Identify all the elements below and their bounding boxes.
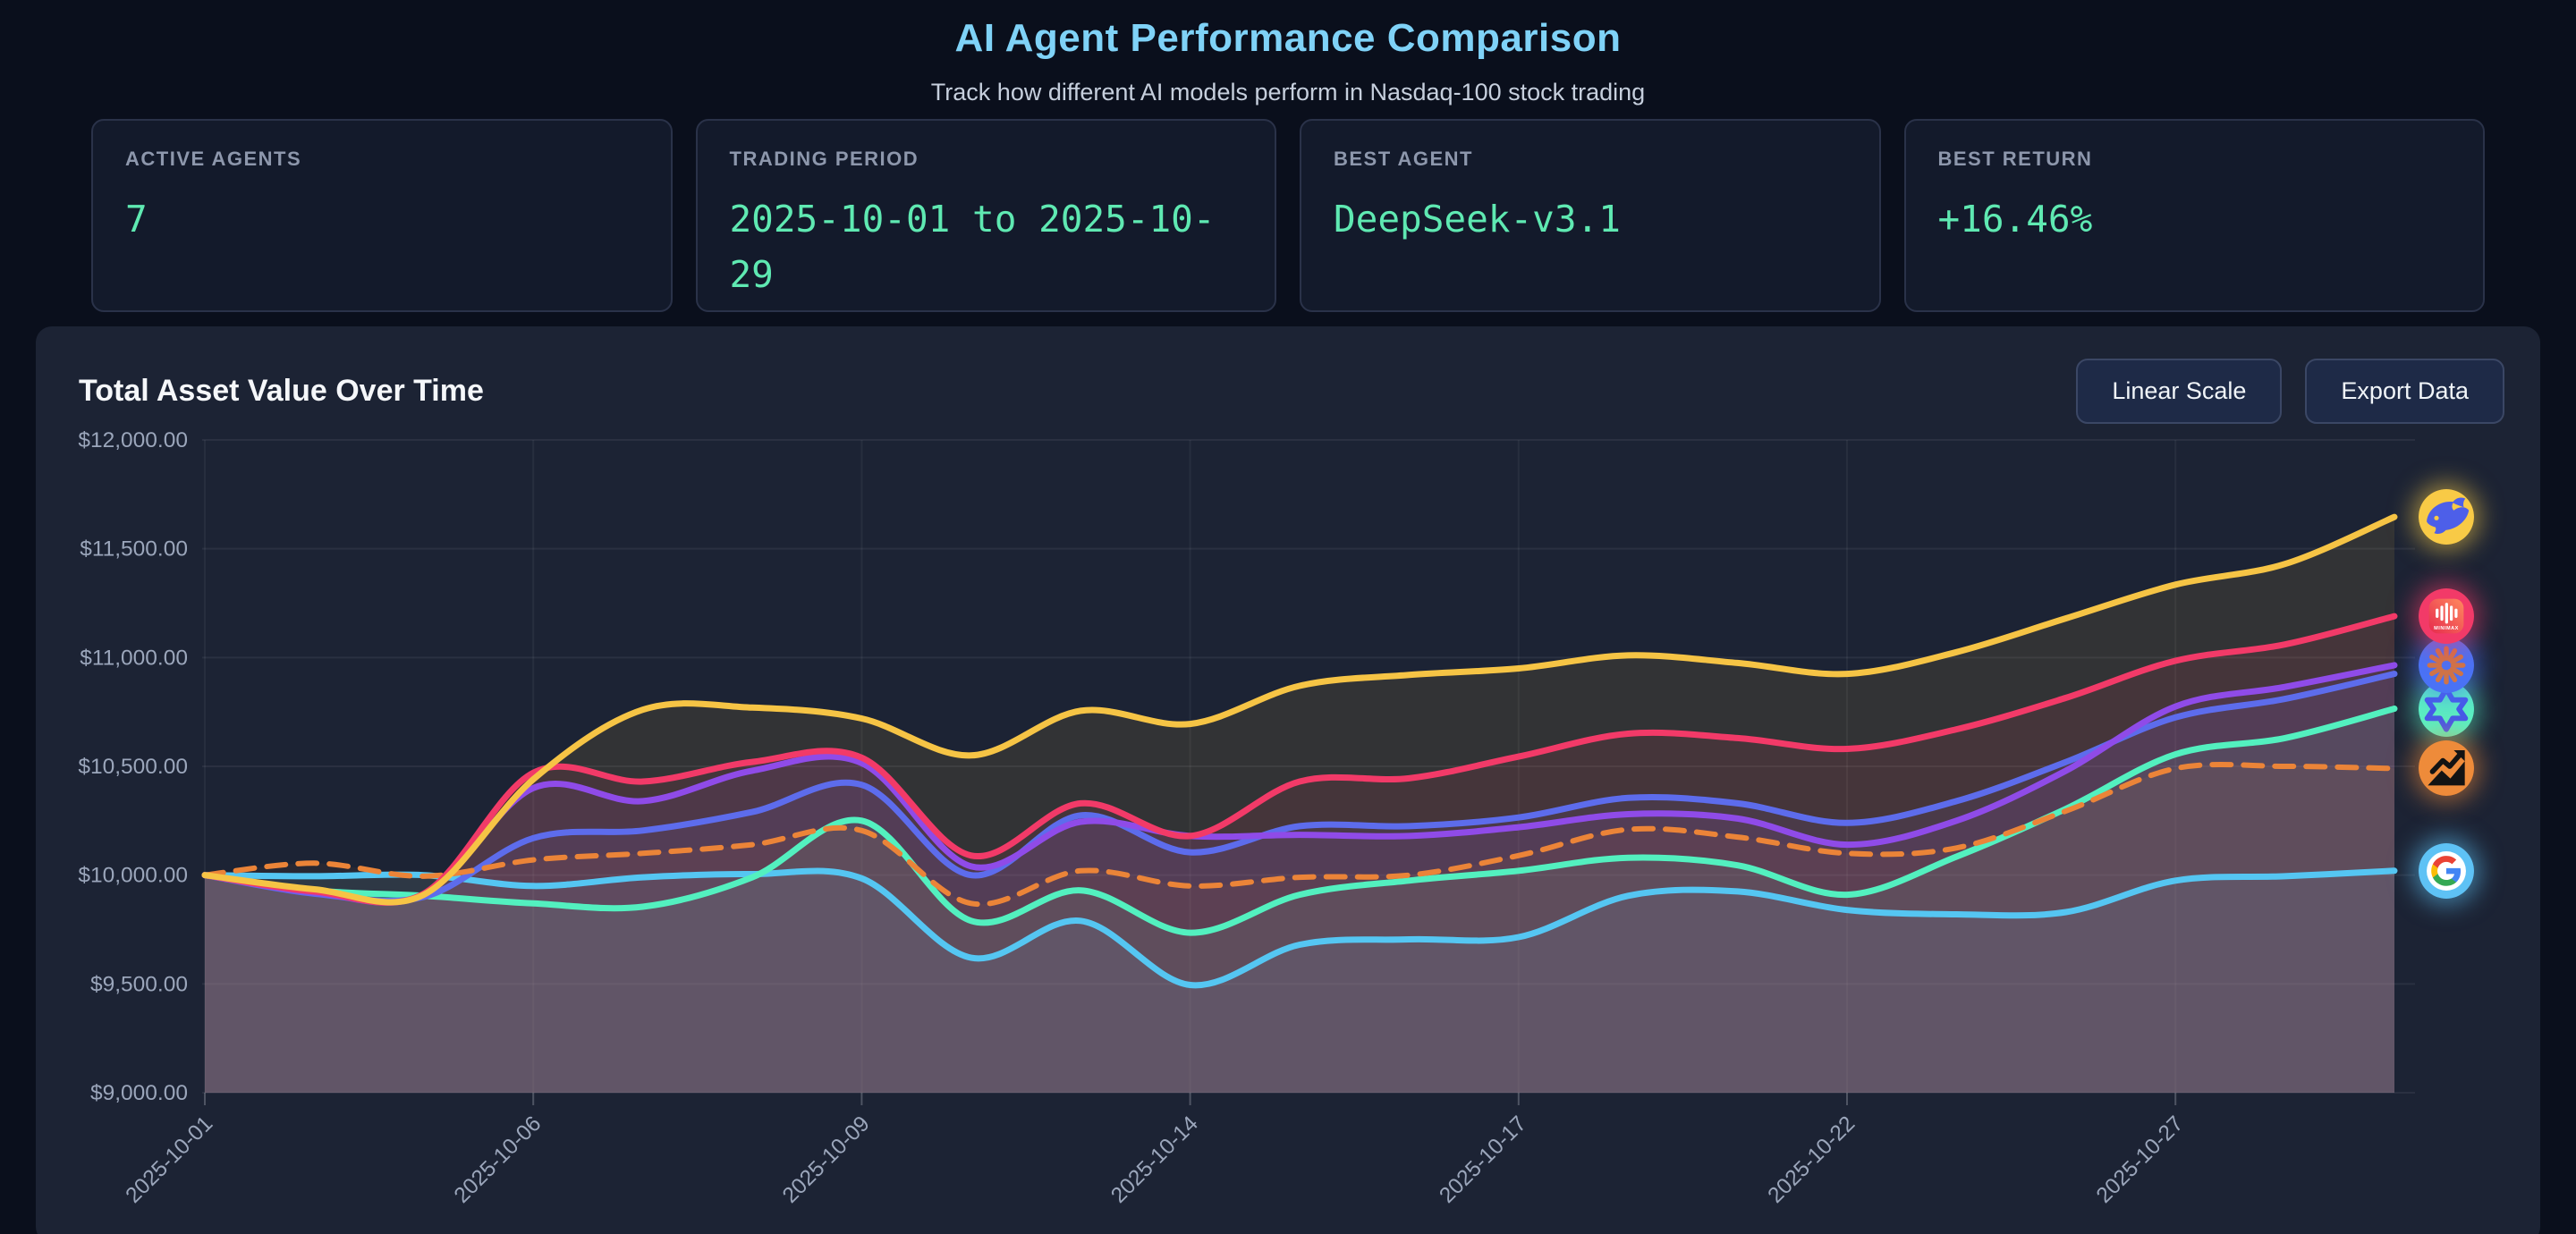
x-axis-label: 2025-10-14 (1106, 1111, 1203, 1208)
chart-panel-header: Total Asset Value Over Time Linear Scale… (36, 326, 2540, 424)
page-subtitle: Track how different AI models perform in… (930, 79, 1646, 106)
export-data-button[interactable]: Export Data (2305, 359, 2504, 424)
linear-scale-button[interactable]: Linear Scale (2076, 359, 2283, 424)
series-area-qwen-star (205, 708, 2394, 1093)
svg-text:MINIMAX: MINIMAX (2434, 626, 2459, 631)
x-axis: 2025-10-01 2025-10-06 2025-10-09 2025-10-14… (122, 1111, 2189, 1208)
stat-card-best-agent: BEST AGENT DeepSeek-v3.1 (1300, 119, 1881, 312)
series-area-deepseek-whale (205, 517, 2394, 1093)
series-line-qwen-star (201, 706, 2398, 936)
series-line-trending-chart (202, 761, 2397, 908)
deepseek-whale-icon (2419, 489, 2474, 545)
stat-value: 2025-10-01 to 2025-10-29 (729, 198, 1216, 296)
series-line-google-g (201, 867, 2398, 989)
x-axis-label: 2025-10-01 (122, 1111, 218, 1208)
series-line-minimax (201, 613, 2398, 906)
page-title: AI Agent Performance Comparison (954, 16, 1622, 60)
stat-value: DeepSeek-v3.1 (1334, 198, 1621, 241)
stat-cards-row: ACTIVE AGENTS 7 TRADING PERIOD 2025-10-0… (91, 119, 2485, 312)
y-axis-label: $10,500.00 (78, 755, 188, 779)
series-line-anthropic-starburst (201, 662, 2398, 906)
stat-label: TRADING PERIOD (729, 148, 919, 170)
y-axis-label: $11,500.00 (80, 537, 188, 562)
series-area-none (205, 673, 2394, 1093)
stat-value: 7 (125, 198, 148, 241)
y-axis-label: $10,000.00 (78, 864, 188, 888)
trending-chart-icon (2419, 740, 2474, 797)
stat-card-trading-period: TRADING PERIOD 2025-10-01 to 2025-10-29 (695, 119, 1276, 312)
x-axis-label: 2025-10-27 (2092, 1111, 2189, 1208)
y-axis-label: $12,000.00 (78, 428, 188, 452)
series-line-none (201, 671, 2398, 905)
stat-value: +16.46% (1937, 198, 2093, 241)
x-axis-label: 2025-10-17 (1435, 1111, 1531, 1208)
series-lines (201, 513, 2398, 989)
qwen-star-icon (2419, 680, 2474, 737)
line-chart[interactable]: $12,000.00 $11,500.00 $11,000.00 $10,500.00… (36, 326, 2540, 1234)
page-header: AI Agent Performance Comparison Track ho… (0, 0, 2576, 106)
anthropic-starburst-icon (2419, 637, 2474, 693)
x-axis-label: 2025-10-06 (450, 1111, 547, 1208)
google-g-icon (2419, 842, 2474, 899)
chart-toolbar: Linear Scale Export Data (2076, 359, 2504, 424)
stat-label: ACTIVE AGENTS (125, 148, 302, 170)
stat-card-active-agents: ACTIVE AGENTS 7 (91, 119, 673, 312)
y-axis-label: $9,500.00 (90, 972, 188, 996)
chart-panel: $12,000.00 $11,500.00 $11,000.00 $10,500.00… (36, 326, 2540, 1234)
minimax-icon: MINIMAX (2419, 588, 2474, 645)
y-axis-label: $9,000.00 (90, 1081, 188, 1105)
y-axis-label: $11,000.00 (80, 646, 188, 670)
y-axis: $12,000.00 $11,500.00 $11,000.00 $10,500.00… (78, 428, 188, 1105)
series-line-deepseek-whale (201, 513, 2398, 906)
series-area-minimax (205, 616, 2394, 1093)
stat-label: BEST AGENT (1334, 148, 1473, 170)
x-axis-label: 2025-10-09 (778, 1111, 875, 1208)
series-area-google-g (205, 870, 2394, 1093)
chart-title: Total Asset Value Over Time (79, 374, 484, 408)
stat-card-best-return: BEST RETURN +16.46% (1903, 119, 2485, 312)
x-axis-label: 2025-10-22 (1764, 1111, 1860, 1208)
stat-label: BEST RETURN (1937, 148, 2093, 170)
